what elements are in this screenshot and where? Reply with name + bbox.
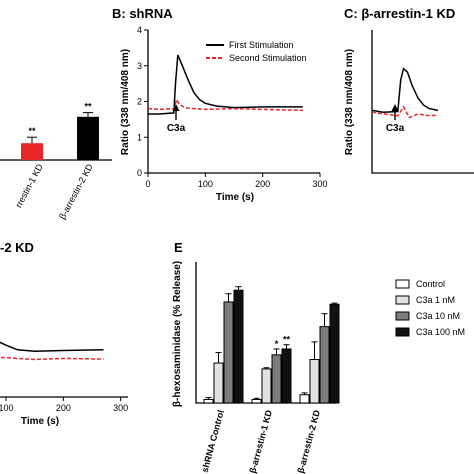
panel-b-y-axis-label: Ratio (338 nm/408 nm) bbox=[120, 49, 131, 155]
panel-a-significance-arrestin2: ** bbox=[84, 102, 92, 112]
panel-a-error-bar-arrestin2 bbox=[83, 112, 93, 117]
panel-c-y-axis-label: Ratio (338 nm/408 nm) bbox=[344, 49, 355, 155]
legend-swatch-c3a-1nm bbox=[395, 295, 410, 305]
panel-d-line-first-stimulation bbox=[0, 341, 104, 352]
panel-e-legend: Control C3a 1 nM C3a 10 nM C3a 100 nM bbox=[395, 279, 465, 337]
panel-e-y-axis-label: β-hexosaminidase (% Release) bbox=[172, 261, 183, 407]
y-tick-label: 2 bbox=[137, 97, 142, 107]
legend-swatch-c3a-10nm bbox=[395, 311, 410, 321]
legend-swatch-c3a-100nm bbox=[395, 327, 410, 337]
panel-e-significance-star: * bbox=[275, 339, 279, 349]
x-tick-label: 0 bbox=[145, 179, 150, 189]
legend-label-second-stimulation: Second Stimulation bbox=[229, 53, 307, 63]
panel-e-category-label-arrestin2: β-arrestin-2 KD bbox=[295, 408, 322, 474]
panel-e: E β-hexosaminidase (% Release) * ** shRN… bbox=[172, 240, 465, 474]
panel-c-arrow-head-icon bbox=[391, 104, 399, 111]
legend-label-c3a-1nm: C3a 1 nM bbox=[416, 295, 455, 305]
bar-control bbox=[251, 398, 262, 404]
panel-b: B: shRNA 0 1 2 3 4 0 100 200 300 Time (s) Ratio… bbox=[112, 6, 328, 203]
panel-b-x-axis-label: Time (s) bbox=[216, 192, 254, 203]
panel-e-category-label-arrestin1: β-arrestin-1 KD bbox=[247, 408, 274, 474]
panel-d: -2 KD 100 200 300 Time (s) bbox=[0, 240, 128, 427]
panel-c-annotation-c3a: C3a bbox=[386, 123, 405, 134]
bar-c3a-1-nm bbox=[261, 368, 272, 404]
panel-c-stimulus-marker: C3a bbox=[386, 104, 405, 134]
bar-c3a-10-nm bbox=[223, 301, 234, 404]
panel-b-line-second-stimulation bbox=[147, 97, 303, 112]
y-tick-label: 3 bbox=[137, 61, 142, 71]
panel-a-category-label-arrestin2: β-arrestin-2 KD bbox=[57, 162, 95, 221]
x-tick-label: 100 bbox=[198, 179, 213, 189]
y-tick-label: 0 bbox=[137, 168, 142, 178]
panel-e-title: E bbox=[174, 240, 183, 255]
panel-a-bar-arrestin2 bbox=[77, 116, 99, 160]
panel-e-category-label-shrna-control: shRNA Control bbox=[200, 409, 226, 474]
x-tick-label: 300 bbox=[113, 403, 128, 413]
panel-c: C: β-arrestin-1 KD Ratio (338 nm/408 nm)… bbox=[344, 6, 474, 174]
legend-swatch-control bbox=[395, 279, 410, 289]
panel-a-error-bar-arrestin1 bbox=[27, 136, 37, 144]
panel-d-x-axis-label: Time (s) bbox=[21, 416, 59, 427]
panel-b-annotation-c3a: C3a bbox=[167, 123, 186, 134]
bar-c3a-100-nm bbox=[281, 348, 292, 404]
x-tick-label: 200 bbox=[56, 403, 71, 413]
panel-c-title: C: β-arrestin-1 KD bbox=[344, 6, 455, 21]
panel-c-axes bbox=[371, 30, 474, 174]
panel-b-y-ticks: 0 1 2 3 4 bbox=[137, 25, 148, 178]
panel-b-x-ticks: 0 100 200 300 bbox=[145, 173, 328, 189]
panel-a-significance-arrestin1: ** bbox=[28, 126, 36, 136]
y-tick-label: 4 bbox=[137, 25, 142, 35]
panel-a: ** ** rrestin-1 KD β-arrestin-2 KD bbox=[0, 102, 112, 221]
legend-label-c3a-100nm: C3a 100 nM bbox=[416, 327, 465, 337]
y-tick-label: 1 bbox=[137, 132, 142, 142]
bar-control bbox=[299, 394, 310, 404]
panel-b-line-first-stimulation bbox=[148, 54, 303, 115]
panel-b-legend: First Stimulation Second Stimulation bbox=[206, 40, 307, 63]
panel-d-title: -2 KD bbox=[0, 240, 34, 255]
panel-e-bars bbox=[203, 289, 340, 404]
bar-c3a-1-nm bbox=[309, 359, 320, 404]
legend-label-first-stimulation: First Stimulation bbox=[229, 40, 294, 50]
panel-b-title: B: shRNA bbox=[112, 6, 173, 21]
bar-control bbox=[203, 398, 214, 404]
panel-b-arrow-head-icon bbox=[172, 104, 180, 111]
bar-c3a-1-nm bbox=[213, 362, 224, 404]
bar-c3a-100-nm bbox=[233, 289, 244, 404]
panel-a-bar-arrestin1 bbox=[21, 143, 43, 160]
bar-c3a-10-nm bbox=[271, 354, 282, 404]
x-tick-label: 100 bbox=[0, 403, 14, 413]
bar-c3a-100-nm bbox=[329, 303, 340, 404]
x-tick-label: 300 bbox=[312, 179, 327, 189]
x-tick-label: 200 bbox=[255, 179, 270, 189]
bar-c3a-10-nm bbox=[319, 326, 330, 404]
panel-d-x-ticks: 100 200 300 bbox=[0, 397, 128, 413]
panel-b-stimulus-marker: C3a bbox=[167, 104, 186, 134]
panel-d-line-second-stimulation bbox=[0, 356, 104, 361]
panel-a-category-label-arrestin1: rrestin-1 KD bbox=[13, 162, 45, 210]
panel-c-line-second-stimulation bbox=[371, 105, 438, 119]
panel-c-line-first-stimulation bbox=[371, 67, 439, 113]
panel-e-significance-double-star: ** bbox=[283, 335, 291, 345]
panel-e-error-bars bbox=[205, 286, 338, 400]
legend-label-control: Control bbox=[416, 279, 445, 289]
legend-label-c3a-10nm: C3a 10 nM bbox=[416, 311, 460, 321]
